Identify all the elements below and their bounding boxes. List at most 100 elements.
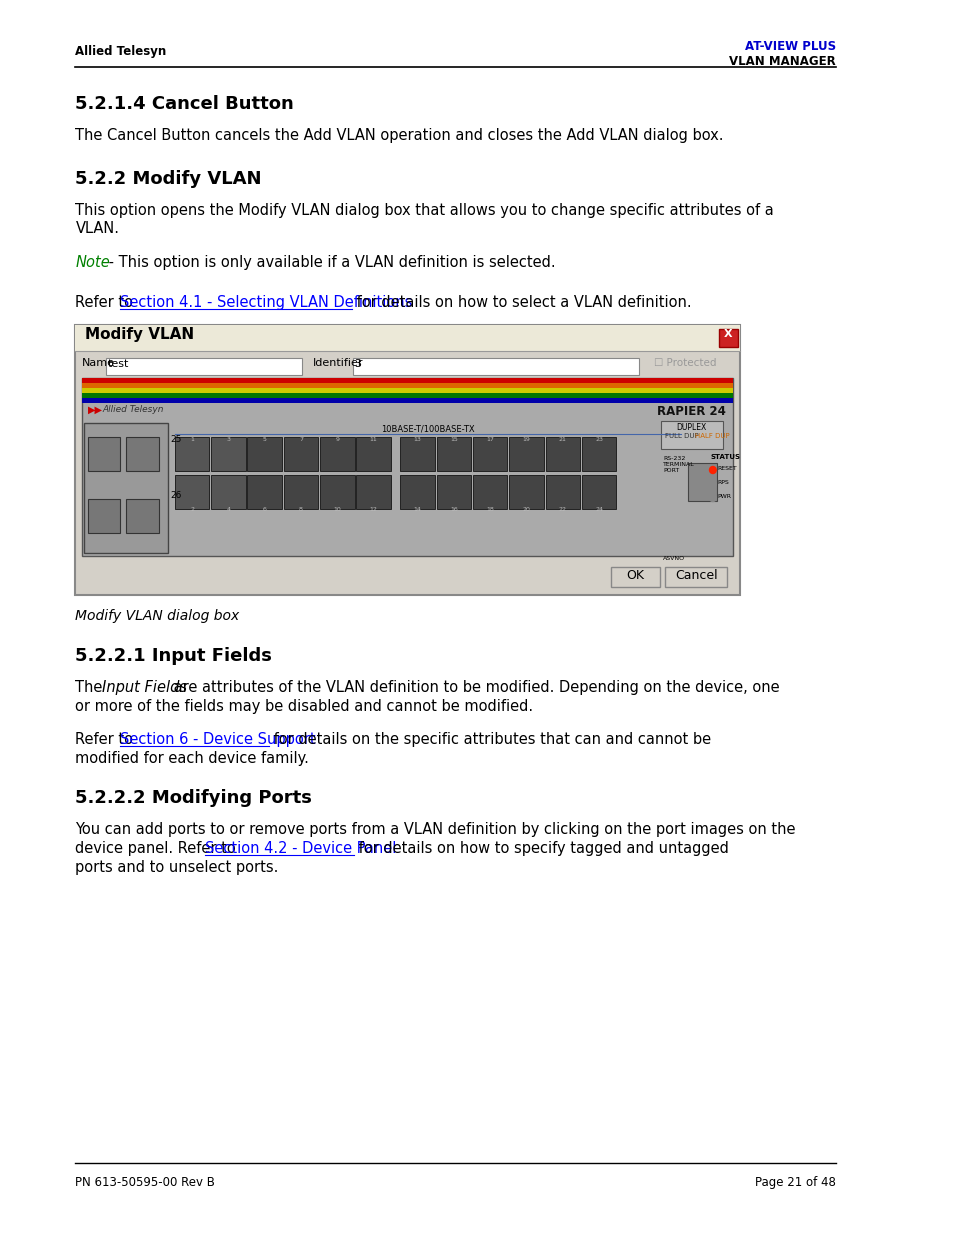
Text: 3: 3 xyxy=(226,437,230,442)
Text: 23: 23 xyxy=(595,437,602,442)
Bar xyxy=(88,437,120,471)
Bar xyxy=(473,475,507,509)
Circle shape xyxy=(709,467,716,473)
Bar xyxy=(509,437,543,471)
Text: FULL DUP: FULL DUP xyxy=(664,433,698,438)
Text: 10BASE-T/100BASE-TX: 10BASE-T/100BASE-TX xyxy=(381,425,475,433)
Bar xyxy=(82,383,732,388)
Circle shape xyxy=(709,494,716,501)
Text: ☐ Protected: ☐ Protected xyxy=(653,358,716,368)
Bar xyxy=(75,325,739,351)
Bar xyxy=(509,475,543,509)
Text: You can add ports to or remove ports from a VLAN definition by clicking on the p: You can add ports to or remove ports fro… xyxy=(75,823,795,837)
Text: 13: 13 xyxy=(414,437,421,442)
Text: 24: 24 xyxy=(595,508,602,513)
Text: DUPLEX: DUPLEX xyxy=(676,424,706,432)
Text: Allied Telesyn: Allied Telesyn xyxy=(102,405,164,414)
Text: 22: 22 xyxy=(558,508,566,513)
Bar xyxy=(174,475,209,509)
Text: 5.2.2.2 Modifying Ports: 5.2.2.2 Modifying Ports xyxy=(75,789,312,806)
Bar xyxy=(283,475,318,509)
Text: HALF DUP: HALF DUP xyxy=(694,433,728,438)
Bar xyxy=(247,475,281,509)
Text: 1: 1 xyxy=(190,437,193,442)
Text: 14: 14 xyxy=(414,508,421,513)
Text: 26: 26 xyxy=(170,492,181,500)
Bar xyxy=(82,388,732,393)
Text: Modify VLAN: Modify VLAN xyxy=(85,327,194,342)
Bar xyxy=(545,437,579,471)
Text: Section 6 - Device Support: Section 6 - Device Support xyxy=(120,732,315,747)
Text: ports and to unselect ports.: ports and to unselect ports. xyxy=(75,860,278,876)
Bar xyxy=(436,475,471,509)
Text: - This option is only available if a VLAN definition is selected.: - This option is only available if a VLA… xyxy=(104,254,556,270)
Text: for details on the specific attributes that can and cannot be: for details on the specific attributes t… xyxy=(269,732,711,747)
Text: Section 4.1 - Selecting VLAN Definitions: Section 4.1 - Selecting VLAN Definitions xyxy=(120,295,413,310)
Text: 21: 21 xyxy=(558,437,566,442)
Text: VLAN.: VLAN. xyxy=(75,221,119,236)
Text: 3: 3 xyxy=(355,359,361,369)
Bar xyxy=(320,437,355,471)
Bar xyxy=(106,358,302,375)
Text: VLAN MANAGER: VLAN MANAGER xyxy=(729,56,835,68)
Text: This option opens the Modify VLAN dialog box that allows you to change specific : This option opens the Modify VLAN dialog… xyxy=(75,203,774,219)
Text: RPS: RPS xyxy=(717,480,729,485)
Text: device panel. Refer to: device panel. Refer to xyxy=(75,841,240,856)
Bar xyxy=(84,424,168,553)
Text: 2: 2 xyxy=(190,508,193,513)
Text: for details on how to select a VLAN definition.: for details on how to select a VLAN defi… xyxy=(352,295,691,310)
Bar xyxy=(75,325,739,595)
Text: 16: 16 xyxy=(450,508,457,513)
Text: Refer to: Refer to xyxy=(75,295,138,310)
Bar xyxy=(88,499,120,534)
Bar xyxy=(664,567,726,587)
Text: 7: 7 xyxy=(298,437,303,442)
Text: The: The xyxy=(75,680,108,695)
Bar xyxy=(211,475,245,509)
Text: Cancel: Cancel xyxy=(675,569,718,582)
Text: 20: 20 xyxy=(522,508,530,513)
Bar xyxy=(660,421,722,450)
Bar xyxy=(247,437,281,471)
Text: ASVNO: ASVNO xyxy=(662,556,684,561)
Text: RESET: RESET xyxy=(717,466,737,471)
Text: Modify VLAN dialog box: Modify VLAN dialog box xyxy=(75,609,239,622)
Text: PWR: PWR xyxy=(717,494,731,499)
Text: Refer to: Refer to xyxy=(75,732,138,747)
Text: PN 613-50595-00 Rev B: PN 613-50595-00 Rev B xyxy=(75,1176,215,1189)
Text: AT-VIEW PLUS: AT-VIEW PLUS xyxy=(744,40,835,53)
Bar xyxy=(718,329,737,347)
Text: or more of the fields may be disabled and cannot be modified.: or more of the fields may be disabled an… xyxy=(75,699,533,714)
Text: STATUS: STATUS xyxy=(710,454,740,459)
Text: Identifier: Identifier xyxy=(313,358,362,368)
Bar xyxy=(436,437,471,471)
Bar xyxy=(356,437,391,471)
Text: 18: 18 xyxy=(486,508,494,513)
Text: 8: 8 xyxy=(298,508,303,513)
Text: OK: OK xyxy=(626,569,644,582)
Bar xyxy=(174,437,209,471)
Text: 19: 19 xyxy=(522,437,530,442)
Text: 5.2.2.1 Input Fields: 5.2.2.1 Input Fields xyxy=(75,647,272,664)
Bar xyxy=(126,437,158,471)
Text: 5: 5 xyxy=(262,437,266,442)
Bar xyxy=(82,393,732,398)
Text: X: X xyxy=(723,329,732,338)
Text: RAPIER 24: RAPIER 24 xyxy=(657,405,725,417)
Bar xyxy=(82,398,732,403)
Text: 25: 25 xyxy=(170,435,181,445)
Text: 12: 12 xyxy=(370,508,377,513)
Bar xyxy=(400,437,435,471)
Text: test: test xyxy=(108,359,130,369)
Text: 5.2.1.4 Cancel Button: 5.2.1.4 Cancel Button xyxy=(75,95,294,112)
Text: for details on how to specify tagged and untagged: for details on how to specify tagged and… xyxy=(354,841,728,856)
Bar xyxy=(82,378,732,556)
Text: Note: Note xyxy=(75,254,111,270)
Text: Name: Name xyxy=(82,358,115,368)
Text: The Cancel Button cancels the Add VLAN operation and closes the Add VLAN dialog : The Cancel Button cancels the Add VLAN o… xyxy=(75,128,723,143)
Text: 10: 10 xyxy=(334,508,341,513)
Text: Allied Telesyn: Allied Telesyn xyxy=(75,44,167,58)
Text: 6: 6 xyxy=(262,508,266,513)
Text: Section 4.2 - Device Panel: Section 4.2 - Device Panel xyxy=(205,841,396,856)
Bar xyxy=(283,437,318,471)
